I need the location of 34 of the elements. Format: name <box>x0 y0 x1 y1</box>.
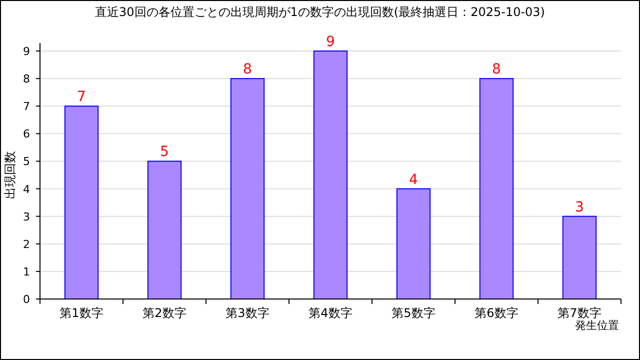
chart-title: 直近30回の各位置ごとの出現周期が1の数字の出現回数(最終抽選日：2025-10-03) <box>94 5 546 19</box>
bar <box>147 160 182 300</box>
y-tick-label: 8 <box>23 72 30 86</box>
y-axis-title: 出現回数 <box>3 151 17 199</box>
y-tick-label: 0 <box>23 293 30 306</box>
y-tick-label: 4 <box>23 182 30 196</box>
y-tick-label: 2 <box>23 238 30 251</box>
x-axis-title: 発生位置 <box>575 319 619 332</box>
bar <box>396 188 431 300</box>
bar <box>562 216 597 300</box>
data-label: 9 <box>326 34 335 50</box>
y-tick-label: 1 <box>23 265 30 278</box>
x-tick-label: 第2数字 <box>142 306 186 320</box>
bar <box>64 106 99 300</box>
y-tick-label: 9 <box>23 45 30 58</box>
x-tick-label: 第5数字 <box>392 306 436 320</box>
bar <box>230 78 265 300</box>
bar <box>313 50 348 300</box>
x-tick-label: 第7数字 <box>558 306 602 320</box>
x-tick-label: 第1数字 <box>60 306 104 320</box>
y-tick-label: 6 <box>23 128 30 141</box>
data-label: 7 <box>77 89 86 106</box>
data-label: 8 <box>243 62 252 78</box>
y-tick-label: 5 <box>23 155 30 168</box>
y-tick-label: 7 <box>23 100 30 114</box>
data-label: 8 <box>492 62 501 78</box>
x-tick-label: 第6数字 <box>474 306 518 320</box>
data-label: 3 <box>575 199 584 216</box>
data-label: 5 <box>160 144 169 160</box>
y-tick-label: 3 <box>23 210 30 224</box>
x-tick-label: 第3数字 <box>226 306 270 320</box>
bar <box>479 78 514 300</box>
data-label: 4 <box>409 172 418 188</box>
x-tick-label: 第4数字 <box>308 306 352 320</box>
